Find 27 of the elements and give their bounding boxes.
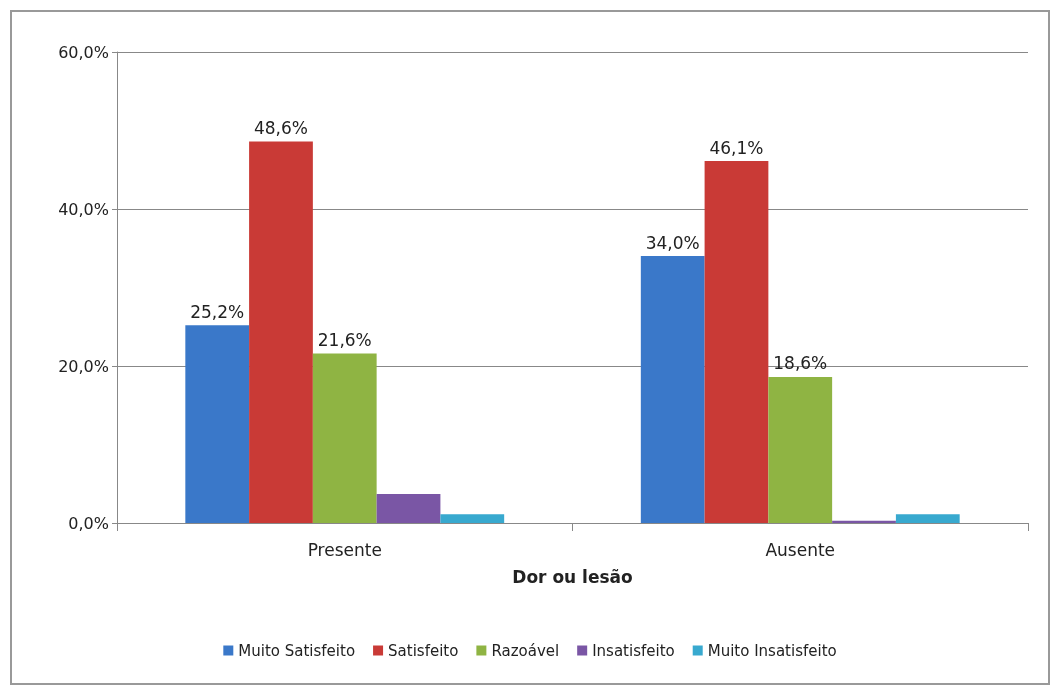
data-label: 25,2% (190, 301, 245, 322)
x-tick-label: Presente (307, 539, 382, 560)
data-label: 46,1% (709, 137, 764, 158)
bar (768, 376, 833, 523)
y-tick-label: 40,0% (58, 199, 109, 219)
legend-label: Muito Insatisfeito (707, 641, 837, 660)
bar (704, 161, 769, 523)
y-tick-label: 0,0% (68, 513, 109, 533)
bar (249, 141, 313, 523)
bar (312, 353, 377, 523)
data-label: 34,0% (645, 232, 700, 253)
x-tick-label: Ausente (765, 539, 836, 560)
bar (185, 325, 250, 523)
x-axis-title: Dor ou lesão (512, 566, 633, 587)
data-label: 48,6% (253, 117, 308, 138)
y-tick-label: 60,0% (58, 42, 109, 62)
legend-label: Muito Satisfeito (238, 641, 356, 660)
legend-label: Insatisfeito (592, 641, 675, 660)
bar (440, 514, 505, 523)
data-label: 18,6% (773, 353, 828, 374)
bar (640, 256, 705, 523)
bar (376, 493, 441, 523)
y-tick-label: 20,0% (58, 356, 109, 376)
bar (895, 514, 960, 523)
data-label: 21,6% (317, 329, 372, 350)
legend-label: Razoável (491, 641, 560, 660)
legend-label: Satisfeito (388, 641, 459, 660)
